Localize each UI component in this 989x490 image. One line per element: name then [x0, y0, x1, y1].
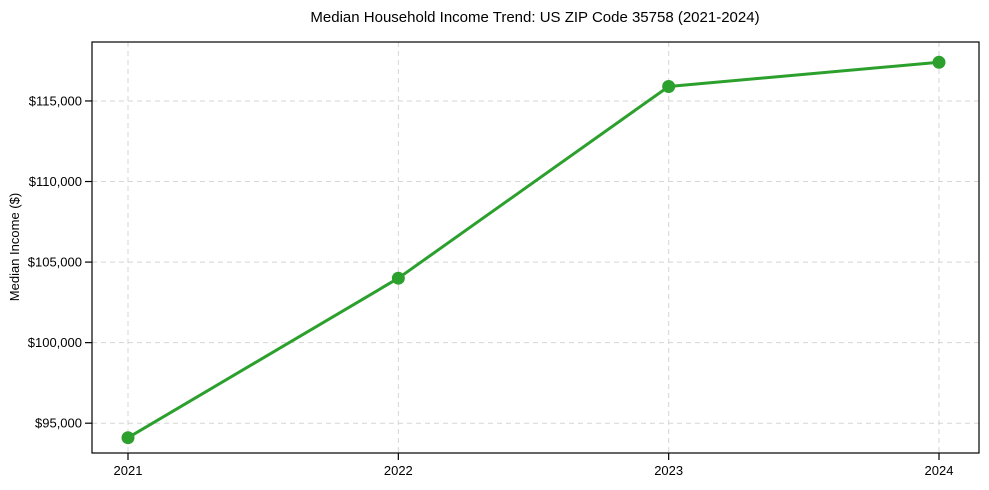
y-tick-label: $95,000 — [35, 416, 82, 431]
x-tick-label: 2022 — [384, 463, 413, 478]
x-tick-label: 2024 — [925, 463, 954, 478]
x-tick-label: 2023 — [654, 463, 683, 478]
data-point-marker — [391, 271, 405, 285]
data-point-marker — [932, 55, 946, 69]
y-tick-label: $115,000 — [29, 93, 82, 108]
chart-title: Median Household Income Trend: US ZIP Co… — [310, 9, 759, 26]
y-axis-label: Median Income ($) — [7, 193, 22, 301]
y-tick-label: $110,000 — [29, 174, 82, 189]
data-point-marker — [662, 79, 676, 93]
axes-spines — [91, 41, 980, 454]
y-tick-label: $100,000 — [28, 335, 82, 350]
data-line — [126, 60, 941, 440]
data-point-marker — [121, 431, 135, 445]
x-tick-label: 2021 — [114, 463, 143, 478]
plot-area: $95,000 $100,000 $105,000 $110,000 $115,000 2… — [28, 41, 980, 478]
y-tick-label: $105,000 — [28, 255, 82, 270]
